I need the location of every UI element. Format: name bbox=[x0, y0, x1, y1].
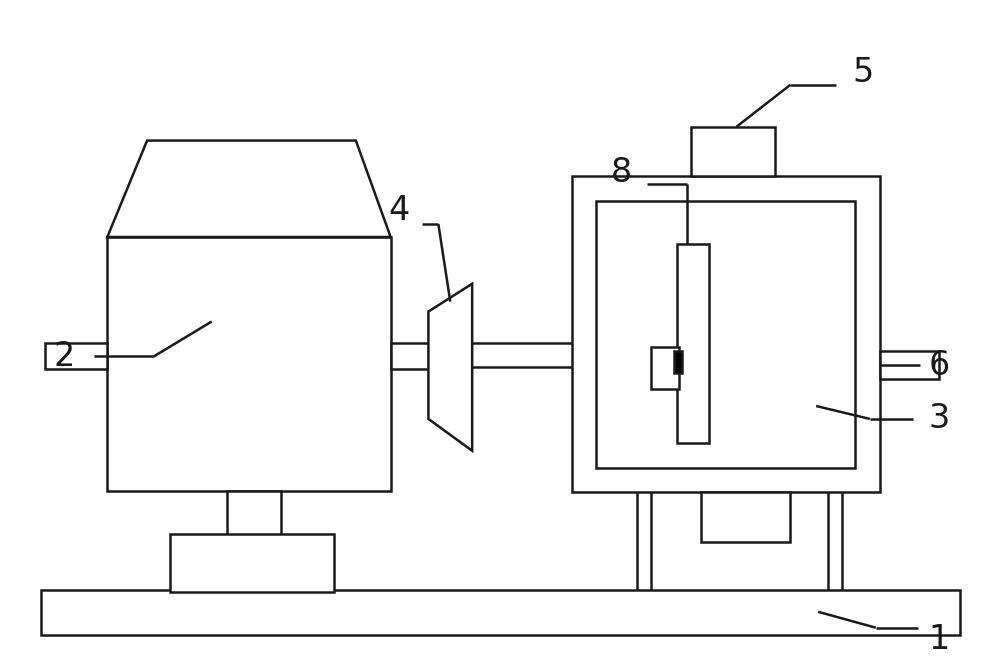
Text: 5: 5 bbox=[852, 56, 873, 89]
Polygon shape bbox=[107, 140, 391, 237]
Text: 1: 1 bbox=[929, 623, 950, 656]
Bar bbox=[41, 590, 960, 635]
Bar bbox=[445, 344, 599, 367]
Polygon shape bbox=[428, 284, 472, 451]
Bar bbox=[170, 534, 334, 592]
Text: 8: 8 bbox=[611, 156, 632, 189]
Bar bbox=[880, 352, 939, 379]
Text: 4: 4 bbox=[388, 194, 409, 226]
Bar bbox=[45, 344, 107, 369]
Bar bbox=[651, 348, 679, 389]
Text: 3: 3 bbox=[929, 402, 950, 436]
Bar bbox=[227, 491, 281, 536]
Text: 2: 2 bbox=[54, 340, 75, 373]
Bar bbox=[596, 201, 855, 467]
Bar bbox=[107, 237, 391, 491]
Bar bbox=[572, 176, 880, 493]
Bar bbox=[674, 352, 682, 373]
Bar bbox=[391, 344, 445, 369]
Bar bbox=[677, 244, 709, 443]
Bar bbox=[691, 126, 775, 176]
Text: 6: 6 bbox=[929, 349, 950, 382]
Bar bbox=[701, 493, 790, 542]
